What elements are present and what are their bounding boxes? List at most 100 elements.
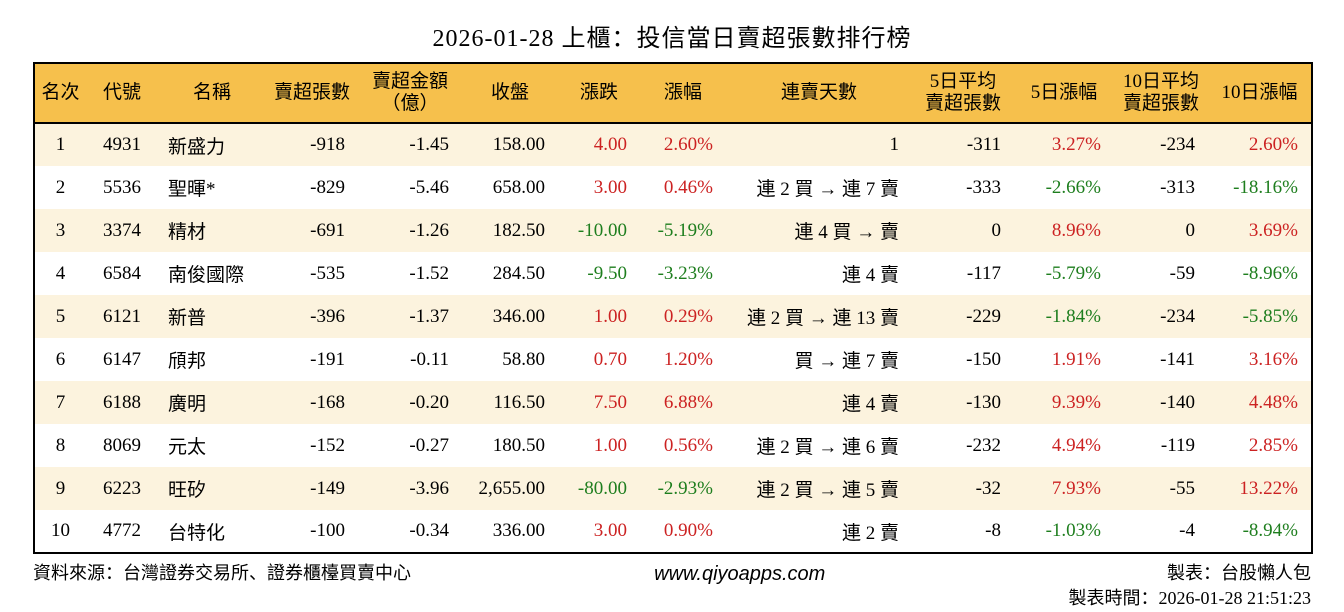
col-header-avg5-net-sell: 5日平均 賣超張數 (912, 63, 1014, 124)
cell-amount: -1.26 (409, 219, 449, 241)
cell-change-pct: 0.46% (663, 176, 713, 198)
cell-change-pct: 0.56% (663, 434, 713, 456)
cell-close: 336.00 (492, 520, 545, 541)
cell-pct10: -8.94% (1242, 520, 1298, 541)
cell-streak: 連 2 賣 (841, 522, 899, 544)
cell-pct10: 4.48% (1248, 391, 1298, 413)
table-row: 9 6223 旺矽 -149 -3.96 2,655.00 -80.00 -2.93% 連 2 … (34, 467, 1312, 510)
cell-change: 3.00 (593, 520, 627, 541)
cell-avg5-net-sell: -150 (966, 348, 1001, 370)
cell-amount: -0.27 (409, 434, 449, 456)
cell-net-sell: -149 (310, 477, 345, 499)
cell-streak: 連 4 賣 (841, 394, 899, 415)
table-row: 10 4772 台特化 -100 -0.34 336.00 3.00 0.90% 連 2 賣 -8… (34, 510, 1312, 553)
cell-streak: 買 → 連 7 賣 (794, 351, 899, 372)
cell-net-sell: -191 (310, 348, 345, 370)
data-source: 資料來源：台灣證券交易所、證券櫃檯買賣中心 (33, 563, 411, 583)
cell-change: 1.00 (593, 305, 627, 327)
cell-rank: 9 (55, 477, 66, 499)
cell-name: 台特化 (168, 522, 226, 544)
cell-change: -9.50 (587, 262, 627, 284)
cell-amount: -0.34 (409, 520, 449, 541)
cell-name: 頎邦 (168, 351, 207, 372)
cell-change: 7.50 (593, 391, 627, 413)
table-row: 2 5536 聖暉* -829 -5.46 658.00 3.00 0.46% 連 2 買 → … (34, 166, 1312, 209)
table-row: 5 6121 新普 -396 -1.37 346.00 1.00 0.29% 連 2 買 → 連… (34, 295, 1312, 338)
ranking-table: 名次 代號 名稱 賣超張數 賣超金額 （億） 收盤 漲跌 漲幅 連賣天數 5日平均 賣超張數 5日漲… (33, 62, 1313, 554)
table-row: 6 6147 頎邦 -191 -0.11 58.80 0.70 1.20% 買 → 連 7 賣 -… (34, 338, 1312, 381)
cell-streak: 連 2 買 → 連 7 賣 (756, 179, 899, 200)
cell-pct10: -5.85% (1242, 305, 1298, 327)
header-row: 名次 代號 名稱 賣超張數 賣超金額 （億） 收盤 漲跌 漲幅 連賣天數 5日平均 賣超張數 5日漲… (34, 63, 1312, 124)
cell-net-sell: -691 (310, 219, 345, 241)
cell-net-sell: -535 (310, 262, 345, 284)
cell-close: 284.50 (492, 262, 545, 284)
cell-pct5: 4.94% (1051, 434, 1101, 456)
cell-avg10-net-sell: -234 (1160, 134, 1195, 155)
cell-code: 4772 (103, 520, 141, 541)
cell-net-sell: -396 (310, 305, 345, 327)
cell-name: 聖暉* (168, 179, 216, 200)
cell-avg5-net-sell: -32 (975, 477, 1001, 499)
cell-avg5-net-sell: 0 (991, 219, 1002, 241)
cell-change-pct: -2.93% (657, 477, 713, 499)
cell-pct5: 1.91% (1051, 348, 1101, 370)
cell-change: 4.00 (593, 134, 627, 155)
page-title: 2026-01-28 上櫃：投信當日賣超張數排行榜 (432, 26, 912, 52)
cell-rank: 10 (51, 520, 70, 541)
cell-code: 3374 (103, 219, 141, 241)
cell-avg5-net-sell: -311 (966, 134, 1001, 155)
cell-close: 346.00 (492, 305, 545, 327)
cell-pct10: 3.16% (1248, 348, 1298, 370)
cell-avg10-net-sell: -141 (1160, 348, 1195, 370)
cell-name: 新普 (168, 308, 207, 329)
cell-code: 5536 (103, 176, 141, 198)
cell-amount: -1.37 (409, 305, 449, 327)
cell-avg10-net-sell: -313 (1160, 176, 1195, 198)
cell-avg10-net-sell: -4 (1179, 520, 1195, 541)
cell-change: -80.00 (577, 477, 627, 499)
cell-pct10: -8.96% (1242, 262, 1298, 284)
col-header-code: 代號 (86, 63, 158, 124)
generated-time: 製表時間：2026-01-28 21:51:23 (1068, 588, 1312, 608)
col-header-streak: 連賣天數 (726, 63, 912, 124)
footer: 資料來源：台灣證券交易所、證券櫃檯買賣中心 www.qiyoapps.com 製… (33, 561, 1311, 611)
cell-avg10-net-sell: 0 (1185, 219, 1196, 241)
cell-name: 廣明 (168, 394, 207, 415)
cell-net-sell: -168 (310, 391, 345, 413)
cell-streak: 連 4 買 → 賣 (794, 222, 899, 243)
cell-net-sell: -100 (310, 520, 345, 541)
cell-rank: 1 (55, 134, 66, 155)
col-header-name: 名稱 (158, 63, 266, 124)
cell-rank: 5 (55, 305, 66, 327)
cell-net-sell: -918 (310, 134, 345, 155)
cell-rank: 7 (55, 391, 66, 413)
cell-avg5-net-sell: -117 (966, 262, 1001, 284)
cell-change-pct: 6.88% (663, 391, 713, 413)
cell-pct5: 7.93% (1051, 477, 1101, 499)
cell-streak: 連 2 買 → 連 5 賣 (756, 480, 899, 501)
cell-avg10-net-sell: -59 (1169, 262, 1195, 284)
col-header-change-pct: 漲幅 (640, 63, 726, 124)
cell-pct5: -5.79% (1045, 262, 1101, 284)
cell-pct5: -1.84% (1045, 305, 1101, 327)
table-row: 3 3374 精材 -691 -1.26 182.50 -10.00 -5.19% 連 4 買 … (34, 209, 1312, 252)
cell-close: 180.50 (492, 434, 545, 456)
table-row: 4 6584 南俊國際 -535 -1.52 284.50 -9.50 -3.23% 連 4 賣… (34, 252, 1312, 295)
cell-pct5: 3.27% (1051, 134, 1101, 155)
cell-code: 6147 (103, 348, 141, 370)
col-header-avg10-net-sell: 10日平均 賣超張數 (1114, 63, 1208, 124)
cell-net-sell: -152 (310, 434, 345, 456)
cell-amount: -1.45 (409, 134, 449, 155)
col-header-pct5: 5日漲幅 (1014, 63, 1114, 124)
col-header-amount: 賣超金額 （億） (358, 63, 462, 124)
col-header-change: 漲跌 (558, 63, 640, 124)
cell-avg5-net-sell: -130 (966, 391, 1001, 413)
cell-close: 182.50 (492, 219, 545, 241)
cell-pct5: 8.96% (1051, 219, 1101, 241)
cell-code: 6584 (103, 262, 141, 284)
cell-pct5: -1.03% (1045, 520, 1101, 541)
cell-net-sell: -829 (310, 176, 345, 198)
cell-change: 3.00 (593, 176, 627, 198)
